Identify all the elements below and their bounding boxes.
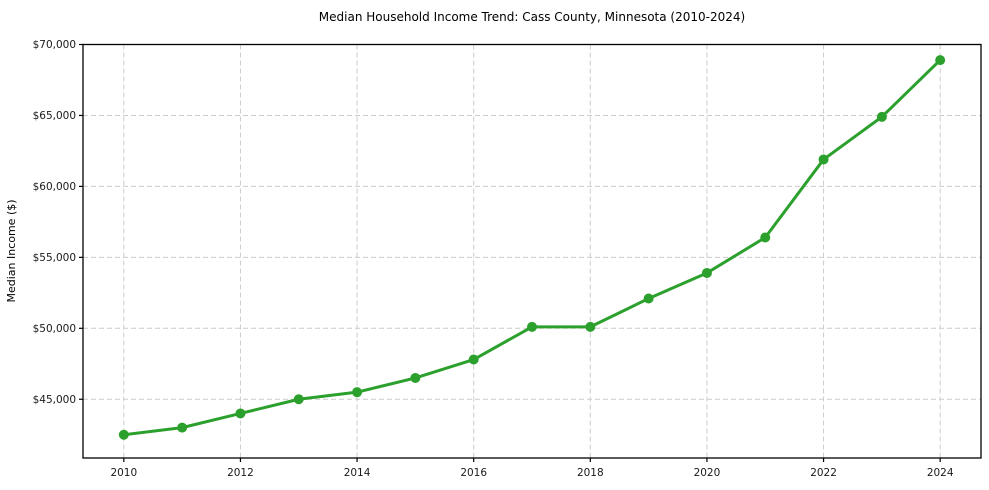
income-trend-line (122, 58, 942, 437)
x-tick-label: 2010 (110, 467, 137, 479)
chart-title: Median Household Income Trend: Cass Coun… (319, 10, 745, 24)
data-point-2021 (760, 232, 771, 243)
data-point-2015 (410, 372, 421, 383)
y-axis-label: Median Income ($) (5, 199, 18, 302)
x-tick-label: 2014 (344, 467, 371, 479)
y-tick-label: $70,000 (33, 39, 76, 51)
data-point-2016 (468, 354, 479, 365)
plot-border (82, 43, 982, 459)
data-point-2019 (643, 293, 654, 304)
y-tick-label: $50,000 (33, 323, 76, 335)
x-tick-label: 2024 (927, 467, 954, 479)
data-point-2013 (293, 394, 304, 405)
data-point-2012 (235, 408, 246, 419)
data-point-2023 (876, 111, 887, 122)
data-point-2014 (352, 387, 363, 398)
data-point-2011 (177, 422, 188, 433)
data-point-2018 (585, 321, 596, 332)
data-point-2024 (935, 55, 946, 66)
x-tick-label: 2016 (460, 467, 487, 479)
y-tick-label: $60,000 (33, 181, 76, 193)
x-tick-label: 2018 (577, 467, 604, 479)
y-tick-label: $55,000 (33, 252, 76, 264)
axes: $45,000 $50,000 $55,000 $60,000 $65,000 $70,0… (33, 39, 982, 479)
x-tick-label: 2012 (227, 467, 254, 479)
y-tick-label: $45,000 (33, 394, 76, 406)
data-point-2020 (701, 267, 712, 278)
gridlines (83, 44, 981, 458)
y-tick-label: $65,000 (33, 110, 76, 122)
data-point-2017 (527, 321, 537, 332)
data-series (118, 55, 946, 440)
x-tick-label: 2022 (810, 467, 837, 479)
x-tick-label: 2020 (694, 467, 721, 479)
data-point-2010 (118, 429, 129, 440)
data-point-2022 (818, 154, 829, 165)
